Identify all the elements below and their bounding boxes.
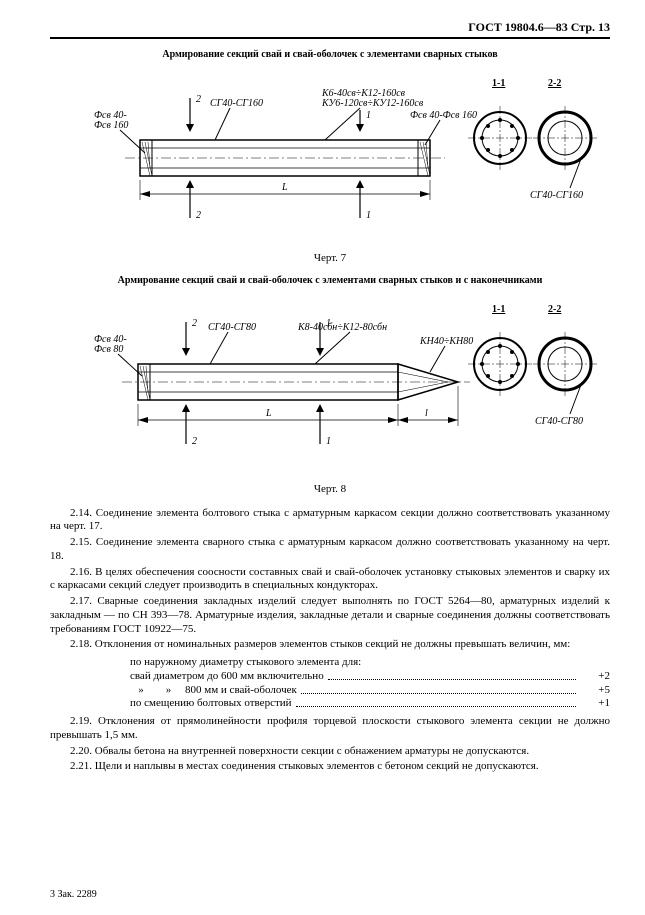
tol-2-val: +1 (580, 697, 610, 711)
svg-text:l: l (425, 408, 428, 419)
fig8-lbl-kn: КН40÷КН80 (419, 336, 473, 347)
fig7-cut-arrows: 2 1 2 1 (186, 94, 371, 221)
svg-text:2: 2 (192, 318, 197, 329)
fig8-lbl-k: К8-40сбн÷К12-80сбн (297, 322, 387, 333)
fig7-dim-l: L (140, 180, 430, 200)
tolerance-block: по наружному диаметру стыкового элемента… (130, 656, 610, 711)
fig7-sec11: 1-1 (492, 78, 505, 89)
fig8-lbl-tl2: Фсв 80 (94, 344, 123, 355)
tol-1b-label: » » 800 мм и свай-оболочек (130, 684, 297, 698)
fig7-lbl-topmid: СГ40-СГ160 (210, 98, 263, 109)
fig7-lbl-topleft-2: Фсв 160 (94, 120, 128, 131)
tol-1b-val: +5 (580, 684, 610, 698)
para-2-21: 2.21. Щели и наплывы в местах соединения… (50, 760, 610, 774)
para-2-20: 2.20. Обвалы бетона на внутренней поверх… (50, 745, 610, 759)
svg-text:1: 1 (326, 318, 331, 329)
fig7-ring-label: СГ40-СГ160 (530, 190, 583, 201)
fig8-section-2-2: СГ40-СГ80 (533, 332, 597, 427)
svg-text:2: 2 (192, 436, 197, 447)
tol-2-label: по смещению болтовых отверстий (130, 697, 292, 711)
svg-text:1: 1 (366, 210, 371, 221)
svg-text:2: 2 (196, 94, 201, 105)
footer-note: 3 Зак. 2289 (50, 889, 97, 902)
para-2-19: 2.19. Отклонения от прямолинейности проф… (50, 715, 610, 743)
svg-text:L: L (265, 408, 272, 419)
fig7-pile (125, 140, 445, 176)
fig8-sec22: 2-2 (548, 304, 561, 315)
fig7-lbl-topr2: КУ6-120св÷КУ12-160св (321, 98, 424, 109)
para-2-15: 2.15. Соединение элемента сварного стыка… (50, 536, 610, 564)
fig8-caption: Черт. 8 (50, 483, 610, 497)
svg-text:2: 2 (196, 210, 201, 221)
fig7-lbl-far-right: Фсв 40-Фсв 160 (410, 110, 477, 121)
svg-text:1: 1 (326, 436, 331, 447)
fig7-section-1-1 (468, 106, 532, 170)
fig8-pile (122, 364, 470, 400)
tol-1a-val: +2 (580, 670, 610, 684)
svg-text:L: L (281, 182, 288, 193)
para-2-17: 2.17. Сварные соединения закладных издел… (50, 595, 610, 636)
para-2-14: 2.14. Соединение элемента болтового стык… (50, 507, 610, 535)
fig8-ring-label: СГ40-СГ80 (535, 416, 583, 427)
fig8-sec11: 1-1 (492, 304, 505, 315)
fig7-sec22: 2-2 (548, 78, 561, 89)
dots (301, 684, 576, 694)
para-2-16: 2.16. В целях обеспечения соосности сост… (50, 566, 610, 594)
fig7-section-2-2: СГ40-СГ160 (530, 106, 597, 201)
fig8-section-1-1 (468, 332, 532, 396)
para-2-18: 2.18. Отклонения от номинальных размеров… (50, 638, 610, 652)
fig8-title: Армирование секций свай и свай-оболочек … (50, 275, 610, 288)
fig8-lbl-mid: СГ40-СГ80 (208, 322, 256, 333)
fig7-caption: Черт. 7 (50, 252, 610, 266)
fig8-svg: 1-1 2-2 Фсв 40- Фсв 80 СГ40-СГ80 К8-40сб… (60, 294, 600, 479)
dots (296, 697, 576, 707)
svg-text:1: 1 (366, 110, 371, 121)
page-header: ГОСТ 19804.6—83 Стр. 13 (50, 20, 610, 39)
tol-1a-label: свай диаметром до 600 мм включительно (130, 670, 324, 684)
dots (328, 670, 576, 680)
fig7-svg: 1-1 2-2 Фсв 40- Фсв 160 СГ40-СГ160 К6-40… (60, 68, 600, 248)
fig7-title: Армирование секций свай и свай-оболочек … (50, 49, 610, 62)
tol-header: по наружному диаметру стыкового элемента… (130, 656, 610, 670)
